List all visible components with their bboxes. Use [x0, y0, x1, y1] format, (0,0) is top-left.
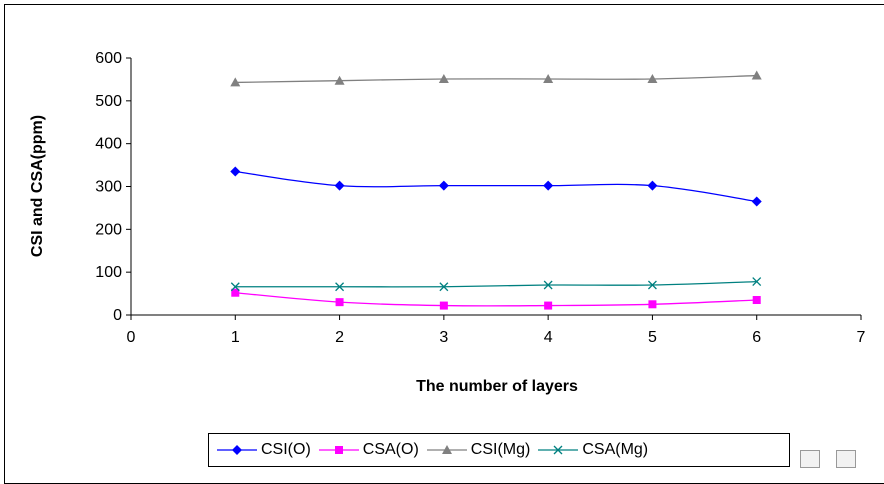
legend-label-csa-o: CSA(O) [362, 441, 419, 458]
data-point-csa-mg-stroke [647, 280, 657, 290]
legend-marker-csa-mg [553, 445, 563, 455]
data-point-csa-mg [752, 277, 762, 287]
data-point-csa-o [439, 301, 448, 310]
y-tick-label: 0 [113, 307, 122, 324]
data-point-csi-o [230, 166, 241, 177]
data-point-csa-o [335, 298, 344, 307]
corner-box-left [800, 450, 820, 468]
data-point-csi-mg [543, 73, 554, 83]
data-point-csa-mg [543, 280, 553, 290]
data-point-csa-mg-stroke [230, 282, 240, 292]
data-point-csi-o [334, 180, 345, 191]
data-point-csa-mg-stroke [439, 282, 449, 292]
data-point-csi-mg [334, 75, 345, 85]
data-point-csa-mg-stroke [752, 277, 762, 287]
y-tick-label: 300 [95, 179, 122, 196]
legend-label-csi-mg: CSI(Mg) [470, 441, 531, 458]
x-tick-label: 2 [335, 329, 344, 346]
data-point-csi-o [438, 180, 449, 191]
legend-item-csa-mg: CSA(Mg) [538, 441, 648, 459]
legend-item-csi-o: CSI(O) [217, 441, 311, 459]
legend-marker-csa-mg-stroke [553, 445, 563, 455]
data-point-csa-o [231, 288, 240, 297]
data-point-csi-o [751, 196, 762, 207]
data-point-csa-o [752, 296, 761, 305]
legend: CSI(O) CSA(O) CSI(Mg) CSA(Mg) [208, 433, 790, 467]
data-point-csa-mg [335, 282, 345, 292]
data-point-csi-o [543, 180, 554, 191]
data-point-csa-mg [230, 282, 240, 292]
data-point-csa-o [648, 300, 657, 309]
series-line-csa-mg [235, 280, 757, 288]
legend-label-csa-mg: CSA(Mg) [582, 441, 649, 458]
data-point-csi-mg [647, 73, 658, 83]
x-axis-title: The number of layers [416, 378, 578, 395]
legend-marker-csi-o [232, 445, 242, 455]
data-point-csa-o [544, 301, 553, 310]
y-tick-label: 600 [95, 50, 122, 67]
data-point-csa-mg-stroke [543, 280, 553, 290]
series-csa-o [231, 288, 761, 310]
x-tick-label: 3 [439, 329, 448, 346]
legend-label-csi-o: CSI(O) [261, 441, 311, 458]
y-tick-label: 500 [95, 93, 122, 110]
series-csa-mg [230, 277, 762, 292]
y-tick-label: 100 [95, 264, 122, 281]
legend-marker-csa-o [334, 446, 343, 454]
data-point-csi-o [647, 180, 658, 191]
legend-swatch-csi-mg [426, 445, 467, 454]
x-tick-label: 0 [127, 329, 136, 346]
data-point-csi-mg [230, 77, 241, 87]
data-point-csi-mg [438, 73, 449, 83]
series-csi-mg [230, 70, 762, 87]
series-line-csa-o [235, 292, 757, 307]
y-tick-label: 400 [95, 136, 122, 153]
series-line-csi-o [235, 170, 757, 203]
data-point-csa-mg [647, 280, 657, 290]
chart-series [230, 70, 762, 310]
legend-marker-csi-mg [441, 445, 452, 454]
series-line-csi-mg [235, 74, 757, 84]
chart-axes: 0 100 200 300 400 500 600 0 1 2 3 4 5 6 7 [95, 50, 865, 346]
legend-item-csi-mg: CSI(Mg) [426, 441, 531, 459]
corner-box-right [836, 450, 856, 468]
y-axis-title: CSI and CSA(ppm) [29, 115, 46, 257]
x-tick-label: 7 [857, 329, 866, 346]
data-point-csa-mg-stroke [335, 282, 345, 292]
x-tick-label: 6 [752, 329, 761, 346]
x-tick-label: 5 [648, 329, 657, 346]
legend-swatch-csa-o [318, 446, 359, 454]
x-tick-label: 4 [544, 329, 553, 346]
series-csi-o [230, 166, 762, 207]
data-point-csi-mg [751, 70, 762, 80]
data-point-csa-mg [439, 282, 449, 292]
legend-item-csa-o: CSA(O) [318, 441, 419, 459]
legend-swatch-csa-mg [538, 445, 579, 455]
y-tick-label: 200 [95, 221, 122, 238]
legend-swatch-csi-o [217, 445, 257, 455]
x-tick-label: 1 [231, 329, 240, 346]
